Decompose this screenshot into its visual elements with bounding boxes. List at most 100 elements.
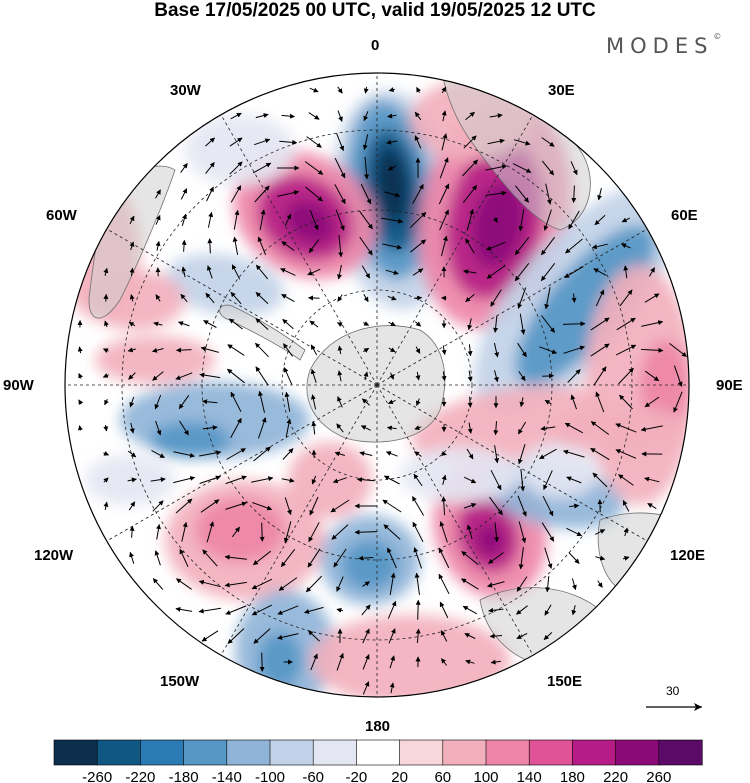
wind-vector — [669, 343, 687, 357]
brand-name: MODES — [606, 34, 714, 58]
wind-vector — [200, 346, 219, 353]
wind-vector — [517, 342, 527, 358]
wind-vector — [77, 346, 83, 354]
wind-vector — [490, 289, 502, 307]
wind-vector — [615, 344, 637, 356]
wind-vector — [412, 183, 424, 204]
wind-vector — [364, 156, 370, 180]
wind-vector — [518, 209, 525, 232]
wind-vector — [562, 321, 586, 327]
wind-vector — [336, 652, 344, 671]
wind-vector — [104, 320, 109, 328]
wind-vector — [199, 450, 222, 457]
colorbar-label: -60 — [302, 769, 324, 783]
wind-vector — [488, 607, 504, 613]
wind-vector — [308, 630, 320, 642]
wind-vector — [644, 396, 660, 408]
meridian-line — [220, 114, 378, 386]
wind-vector — [648, 267, 656, 277]
wind-vector — [310, 653, 318, 671]
anomaly-blob — [342, 540, 398, 590]
wind-vector — [488, 552, 504, 564]
wind-vector — [128, 372, 136, 380]
wind-vector — [519, 397, 525, 408]
wind-vector — [332, 477, 347, 484]
reference-vector — [646, 703, 702, 711]
colorbar-cells — [53, 739, 703, 766]
wind-vector — [278, 577, 298, 591]
wind-vector — [334, 157, 346, 179]
wind-vector — [227, 344, 245, 356]
wind-vector — [155, 240, 161, 251]
wind-vector — [307, 268, 321, 276]
wind-vector — [129, 396, 135, 408]
wind-vector — [363, 294, 369, 303]
wind-vector — [494, 522, 500, 543]
wind-vector — [155, 214, 161, 225]
wind-vector — [335, 209, 345, 231]
wind-vector — [487, 138, 505, 145]
wind-vector — [253, 446, 271, 462]
wind-vector — [129, 525, 135, 538]
wind-vector — [176, 347, 192, 353]
wind-vector — [590, 343, 610, 357]
wind-vector — [280, 548, 296, 568]
wind-vector — [466, 448, 474, 460]
reference-vector-label: 30 — [666, 684, 680, 698]
colorbar-label: -140 — [212, 769, 242, 783]
wind-vector — [441, 474, 447, 485]
wind-vector — [337, 322, 343, 327]
wind-vector — [226, 448, 246, 460]
wind-vector — [415, 398, 421, 406]
colorbar-cell — [485, 739, 530, 766]
wind-vector — [153, 321, 163, 327]
wind-vector — [305, 575, 323, 593]
wind-vector — [618, 474, 634, 486]
wind-vector — [77, 425, 83, 431]
wind-vector — [414, 135, 422, 149]
anomaly-blob — [165, 253, 285, 317]
wind-vector — [439, 157, 449, 179]
wind-vector — [284, 391, 291, 412]
wind-vector — [337, 345, 343, 355]
lon-label-120e: 120E — [670, 547, 706, 564]
wind-vector — [541, 236, 555, 256]
wind-vector — [173, 476, 196, 484]
wind-vector — [492, 217, 498, 223]
wind-vector — [336, 607, 344, 613]
wind-vector — [199, 372, 221, 379]
wind-vector — [462, 159, 478, 177]
wind-vector — [181, 213, 187, 226]
wind-vector — [619, 289, 633, 307]
wind-vector — [564, 422, 584, 434]
wind-vector — [150, 477, 166, 483]
lon-label-60e: 60E — [671, 207, 698, 224]
wind-vector — [283, 367, 293, 385]
colorbar-cell — [312, 739, 358, 766]
wind-vector — [255, 264, 269, 280]
wind-vector — [337, 86, 343, 94]
wind-vector — [517, 444, 526, 465]
wind-vector — [542, 495, 554, 517]
wind-vector — [230, 185, 242, 203]
wind-vector — [544, 287, 551, 310]
wind-vector — [387, 113, 397, 119]
wind-vector — [413, 473, 423, 487]
colorbar-label: -260 — [82, 769, 112, 783]
wind-vector — [595, 555, 606, 561]
wind-vector — [494, 445, 500, 464]
wind-vectors — [77, 86, 687, 695]
wind-vector — [178, 395, 190, 410]
wind-vector — [381, 217, 404, 224]
colorbar-cell — [615, 739, 660, 766]
wind-vector — [227, 368, 245, 384]
wind-vector — [224, 554, 247, 560]
wind-vector — [173, 451, 195, 458]
wind-vector — [337, 110, 343, 122]
wind-vector — [466, 208, 475, 231]
wind-vector — [595, 391, 605, 413]
wind-vector — [465, 111, 475, 121]
wind-vector — [129, 551, 135, 564]
wind-vector — [514, 236, 530, 256]
wind-vector — [198, 607, 221, 614]
